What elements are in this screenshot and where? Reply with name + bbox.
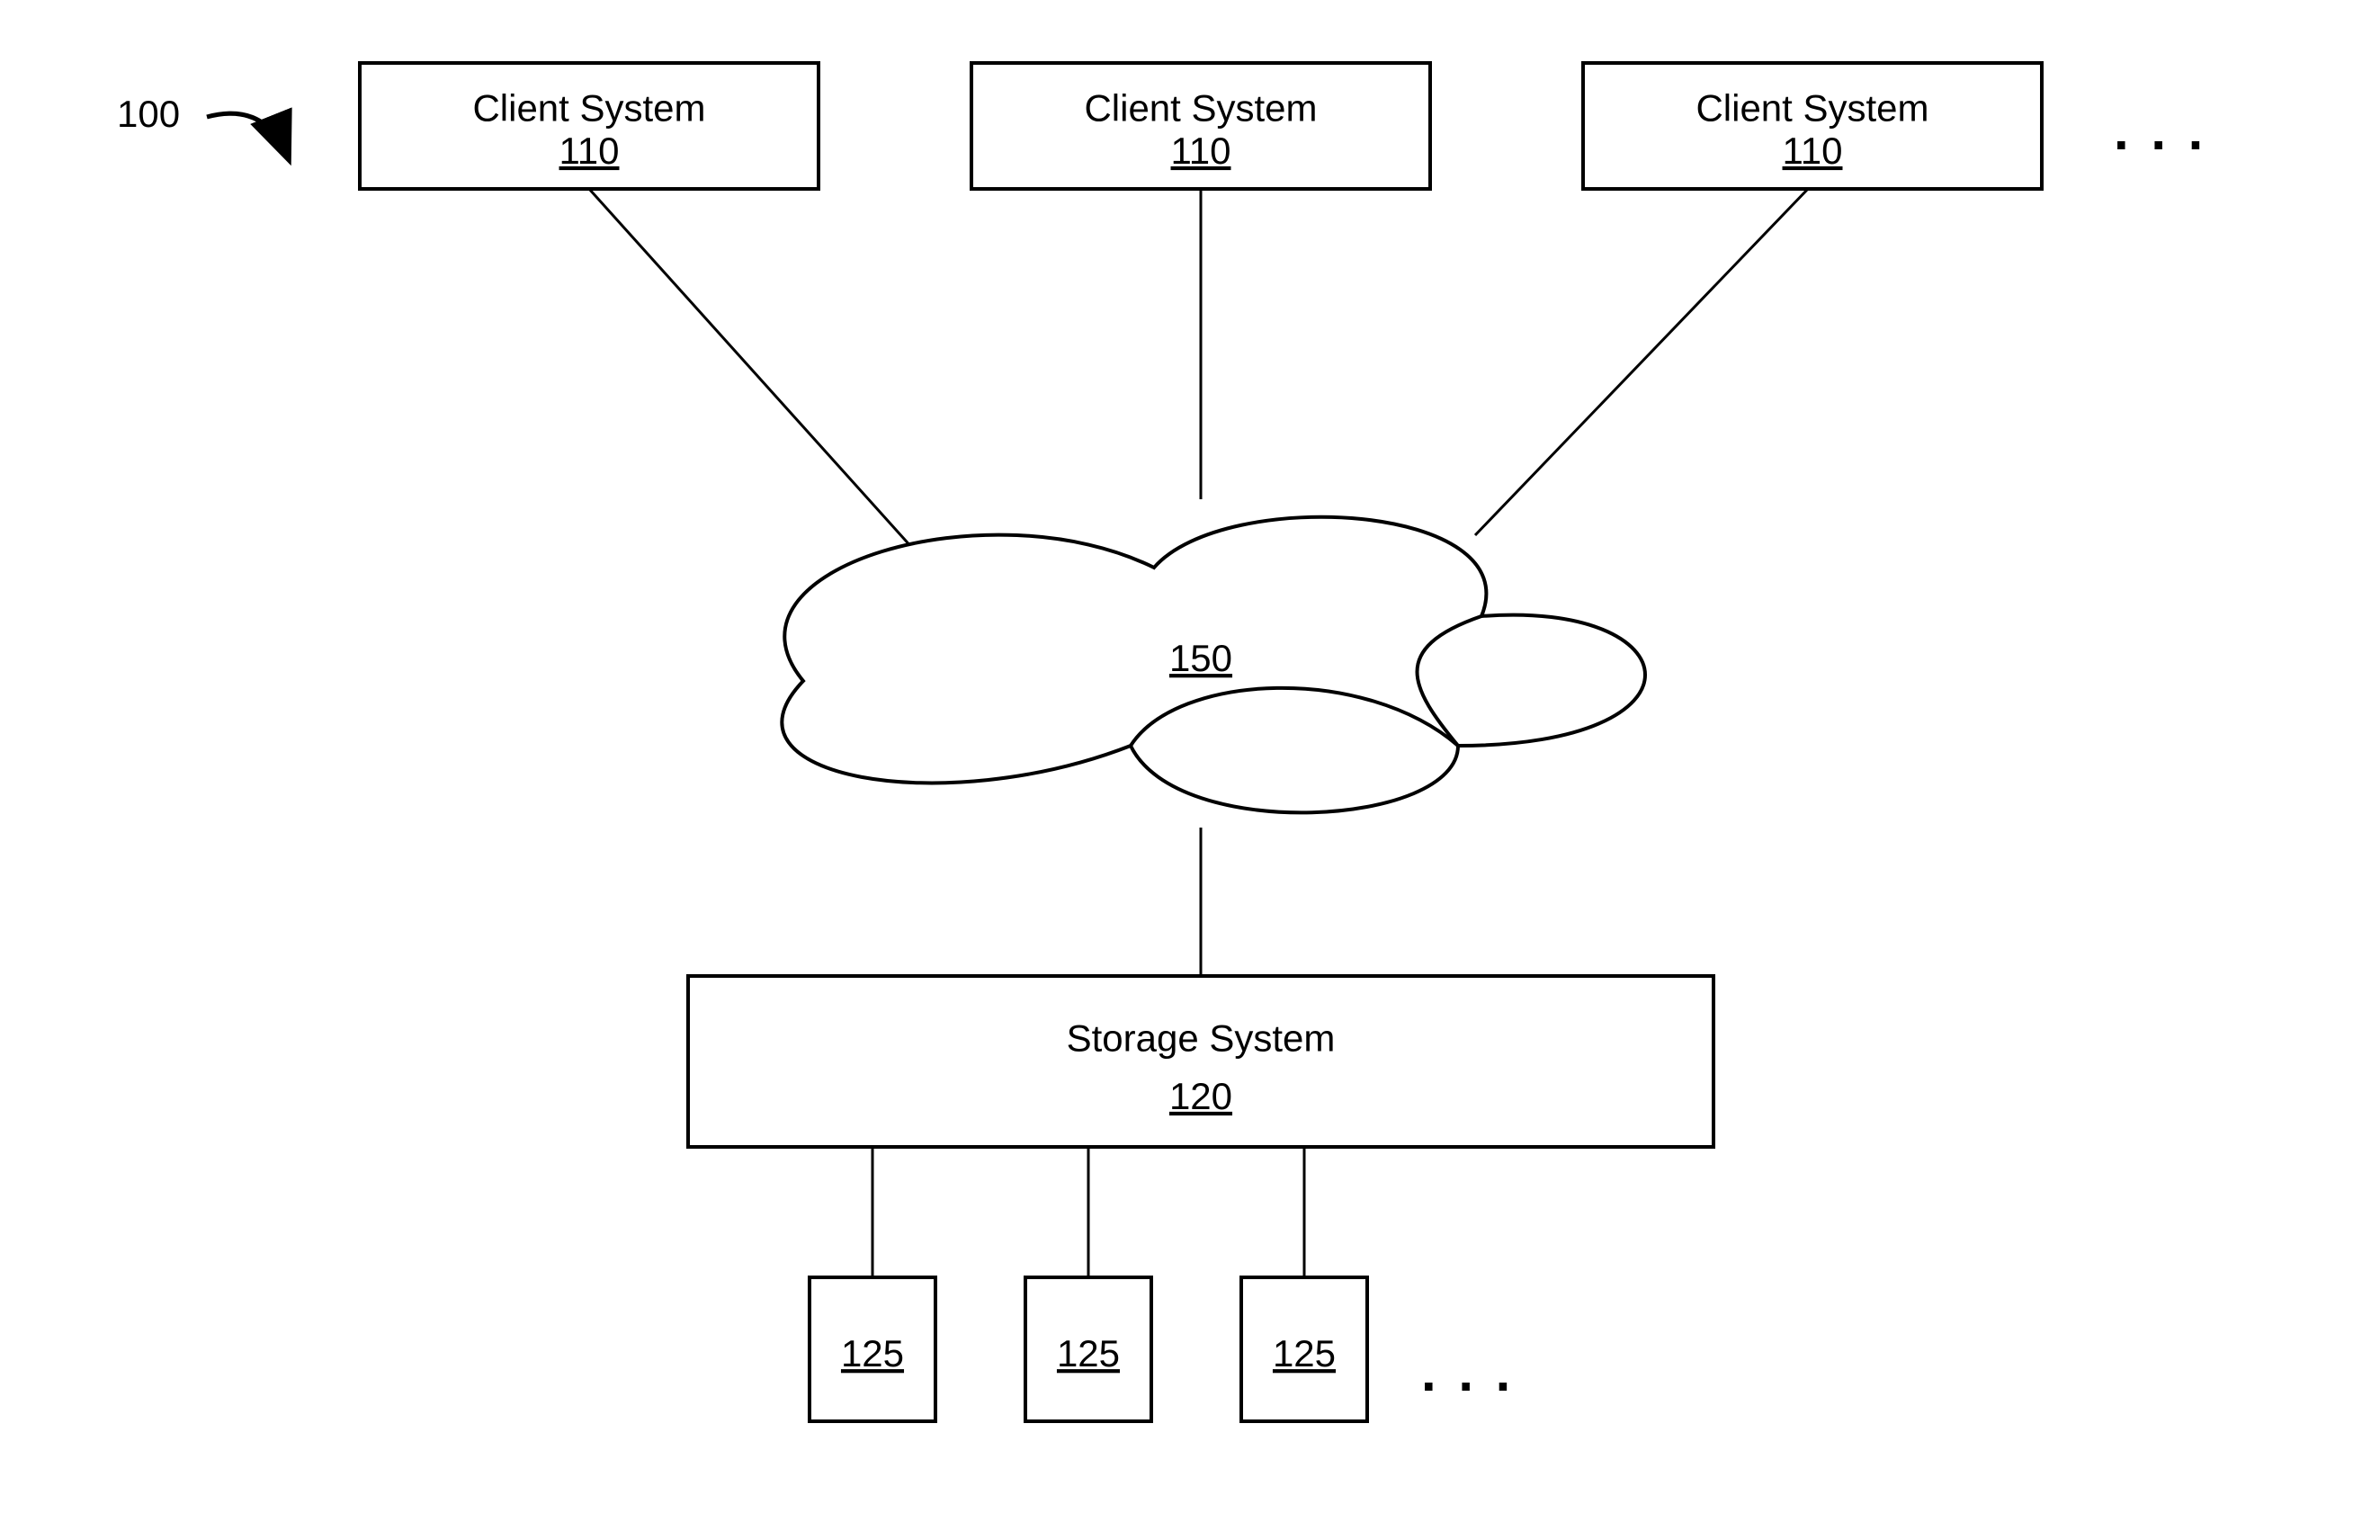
edge-client3-cloud: [1475, 189, 1808, 535]
node-disk2-ref: 125: [1057, 1332, 1120, 1374]
node-client2-ref: 110: [1171, 130, 1231, 172]
ellipsis-0: . . .: [2114, 101, 2206, 161]
node-client1-ref: 110: [559, 130, 620, 172]
figure-ref-label: 100: [117, 93, 180, 135]
figure-ref-arrow: [207, 113, 288, 157]
node-client1-title: Client System: [472, 86, 705, 129]
node-client3-title: Client System: [1696, 86, 1928, 129]
node-storage-title: Storage System: [1067, 1016, 1336, 1059]
ellipsis-1: . . .: [1421, 1342, 1514, 1402]
node-storage-ref: 120: [1169, 1075, 1232, 1117]
node-client2-title: Client System: [1084, 86, 1317, 129]
node-cloud-ref: 150: [1169, 637, 1232, 679]
node-client3-ref: 110: [1783, 130, 1843, 172]
node-storage: [688, 976, 1713, 1147]
node-disk1-ref: 125: [841, 1332, 904, 1374]
edge-client1-cloud: [589, 189, 913, 549]
node-disk3-ref: 125: [1273, 1332, 1336, 1374]
